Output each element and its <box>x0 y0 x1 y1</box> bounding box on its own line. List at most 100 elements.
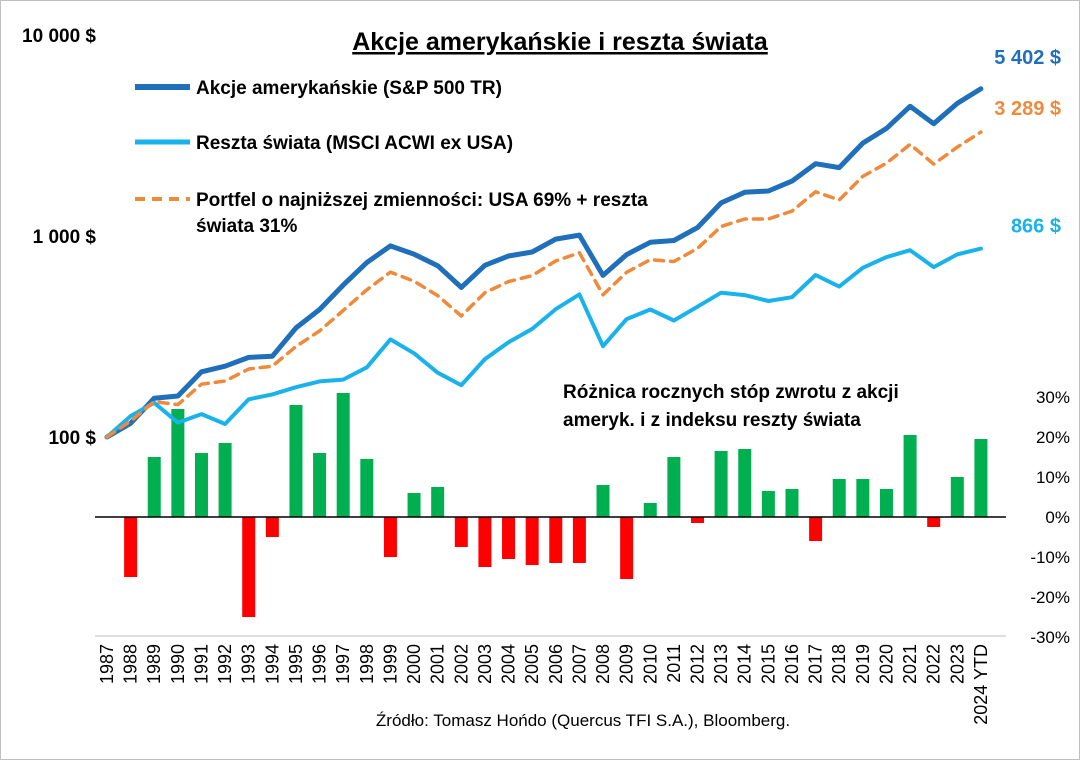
x-tick-1987: 1987 <box>97 644 117 684</box>
bar-2010 <box>643 503 657 517</box>
right-tick-3: 0% <box>1045 508 1070 527</box>
axes: 100 $ 1 000 $ 10 000 $ -30% -20% -10% 0% 10% 20%… <box>22 26 1070 725</box>
end-label-series-1: 866 $ <box>1011 216 1061 238</box>
x-tick-2017: 2017 <box>806 644 826 684</box>
x-tick-1995: 1995 <box>286 644 306 684</box>
x-tick-2021: 2021 <box>900 644 920 684</box>
bar-1992 <box>218 443 232 517</box>
x-tick-2010: 2010 <box>640 644 660 684</box>
bar-2017 <box>809 517 823 541</box>
legend-label-msci: Reszta świata (MSCI ACWI ex USA) <box>196 133 513 154</box>
right-tick-5: 20% <box>1036 428 1070 447</box>
bar-2009 <box>620 517 634 579</box>
x-tick-2003: 2003 <box>475 644 495 684</box>
x-tick-2022: 2022 <box>924 644 944 684</box>
bar-2024 YTD <box>974 439 988 517</box>
legend: Akcje amerykańskie (S&P 500 TR) Reszta ś… <box>135 78 648 237</box>
bar-2015 <box>761 491 775 517</box>
x-tick-1991: 1991 <box>191 644 211 684</box>
bar-1998 <box>360 459 374 517</box>
end-labels: 5 402 $ 866 $ 3 289 $ <box>994 47 1061 238</box>
bar-2013 <box>714 451 728 517</box>
bar-2003 <box>478 517 492 567</box>
bar-2022 <box>927 517 941 527</box>
bar-2004 <box>502 517 516 559</box>
x-tick-2023: 2023 <box>947 644 967 684</box>
bar-2005 <box>525 517 539 565</box>
bar-1995 <box>289 405 303 517</box>
x-tick-2018: 2018 <box>829 644 849 684</box>
x-tick-1989: 1989 <box>144 644 164 684</box>
x-tick-1990: 1990 <box>168 644 188 684</box>
series-line-0 <box>104 86 984 440</box>
series-line-2 <box>105 130 983 439</box>
bar-2006 <box>549 517 563 563</box>
legend-label-sp500: Akcje amerykańskie (S&P 500 TR) <box>196 78 502 99</box>
x-tick-1993: 1993 <box>239 644 259 684</box>
left-tick-100: 100 $ <box>48 428 96 449</box>
bar-2014 <box>738 449 752 517</box>
bar-2008 <box>596 485 610 517</box>
x-tick-1999: 1999 <box>380 644 400 684</box>
bar-1994 <box>265 517 279 537</box>
chart-title: Akcje amerykańskie i reszta świata <box>352 28 769 56</box>
bar-2018 <box>832 479 846 517</box>
bar-1993 <box>242 517 256 617</box>
bar-1999 <box>383 517 397 557</box>
bar-1996 <box>313 453 327 517</box>
bar-1991 <box>194 453 208 517</box>
right-tick-4: 10% <box>1036 468 1070 487</box>
x-tick-1994: 1994 <box>262 644 282 684</box>
x-tick-2020: 2020 <box>876 644 896 684</box>
bar-2023 <box>950 477 964 517</box>
right-tick-6: 30% <box>1036 388 1070 407</box>
bar-2001 <box>431 487 445 517</box>
bar-2012 <box>691 517 704 523</box>
bar-2016 <box>785 489 799 517</box>
bar-2020 <box>879 489 893 517</box>
x-tick-2024 YTD: 2024 YTD <box>971 644 991 725</box>
legend-label-portfolio-line1: Portfel o najniższej zmienności: USA 69%… <box>196 190 648 211</box>
end-label-series-2: 3 289 $ <box>994 98 1061 120</box>
bar-2002 <box>454 517 468 547</box>
x-tick-2014: 2014 <box>735 644 755 684</box>
x-tick-2001: 2001 <box>428 644 448 684</box>
source-note: Źródło: Tomasz Hońdo (Quercus TFI S.A.),… <box>376 711 790 730</box>
x-tick-2005: 2005 <box>522 644 542 684</box>
x-tick-2002: 2002 <box>451 644 471 684</box>
bar-2019 <box>856 479 870 517</box>
x-tick-1996: 1996 <box>310 644 330 684</box>
x-tick-2012: 2012 <box>688 644 708 684</box>
right-tick-0: -30% <box>1030 628 1070 647</box>
left-tick-10000: 10 000 $ <box>22 26 96 47</box>
x-tick-2007: 2007 <box>569 644 589 684</box>
bar-1989 <box>147 457 161 517</box>
bar-2011 <box>667 457 681 517</box>
right-tick-1: -20% <box>1030 588 1070 607</box>
x-tick-1998: 1998 <box>357 644 377 684</box>
x-tick-1992: 1992 <box>215 644 235 684</box>
x-tick-1997: 1997 <box>333 644 353 684</box>
x-tick-2011: 2011 <box>664 644 684 683</box>
bar-1990 <box>171 409 185 517</box>
bar-2000 <box>407 493 421 517</box>
bar-2021 <box>903 435 917 517</box>
end-label-series-0: 5 402 $ <box>994 47 1061 69</box>
x-tick-2004: 2004 <box>499 644 519 684</box>
x-tick-2006: 2006 <box>546 644 566 684</box>
x-tick-2016: 2016 <box>782 644 802 684</box>
x-tick-1988: 1988 <box>121 644 141 684</box>
x-tick-2019: 2019 <box>853 644 873 684</box>
x-tick-2013: 2013 <box>711 644 731 684</box>
series-line-1 <box>105 246 983 439</box>
x-tick-2000: 2000 <box>404 644 424 684</box>
left-tick-1000: 1 000 $ <box>33 227 97 248</box>
bar-2007 <box>572 517 586 563</box>
line-series <box>104 86 984 440</box>
right-tick-2: -10% <box>1030 548 1070 567</box>
x-tick-2009: 2009 <box>617 644 637 684</box>
bar-annotation-line2: ameryk. i z indeksu reszty świata <box>563 410 861 431</box>
bar-series <box>124 393 988 617</box>
